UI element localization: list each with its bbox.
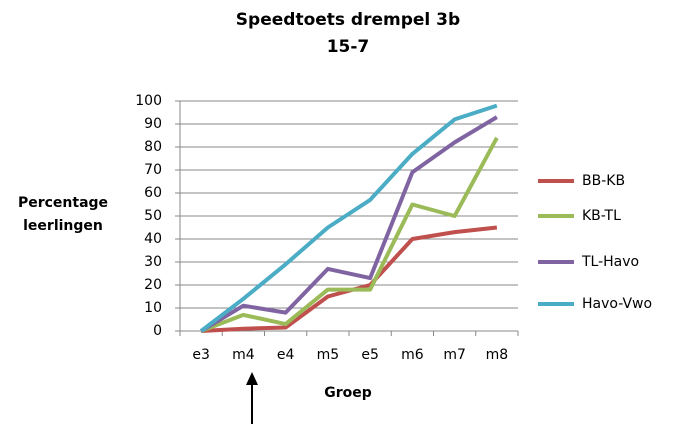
arrow-head: [246, 372, 258, 385]
y-tick-label: 90: [144, 116, 162, 132]
series-line: [200, 115, 498, 333]
legend-label: TL-Havo: [581, 254, 639, 270]
legend-label: KB-TL: [582, 208, 621, 224]
chart-subtitle: 15-7: [327, 37, 370, 57]
legend-label: BB-KB: [582, 173, 625, 189]
y-tick-label: 20: [144, 277, 162, 293]
x-tick-label: m4: [232, 347, 255, 363]
y-tick-label: 80: [144, 139, 162, 155]
y-tick-label: 10: [144, 300, 162, 316]
x-tick-label: m7: [443, 347, 466, 363]
y-tick-label: 30: [144, 254, 162, 270]
x-tick-label: m5: [317, 347, 340, 363]
series-line: [200, 136, 499, 333]
series-line: [199, 103, 498, 333]
y-tick-label: 60: [144, 185, 162, 201]
x-tick-label: e3: [192, 347, 210, 363]
chart-title: Speedtoets drempel 3b: [236, 10, 460, 30]
y-tick-label: 70: [144, 162, 162, 178]
y-tick-label: 40: [144, 231, 162, 247]
x-tick-label: e5: [361, 347, 379, 363]
legend-label: Havo-Vwo: [582, 296, 652, 312]
y-tick-label: 100: [135, 93, 162, 109]
y-tick-label: 50: [144, 208, 162, 224]
x-tick-label: e4: [277, 347, 295, 363]
x-axis-label: Groep: [324, 385, 372, 401]
x-tick-label: m8: [486, 347, 509, 363]
y-axis-label: Percentage: [18, 195, 108, 211]
y-axis-label: leerlingen: [23, 218, 103, 234]
y-tick-label: 0: [153, 323, 162, 339]
x-tick-label: m6: [401, 347, 424, 363]
